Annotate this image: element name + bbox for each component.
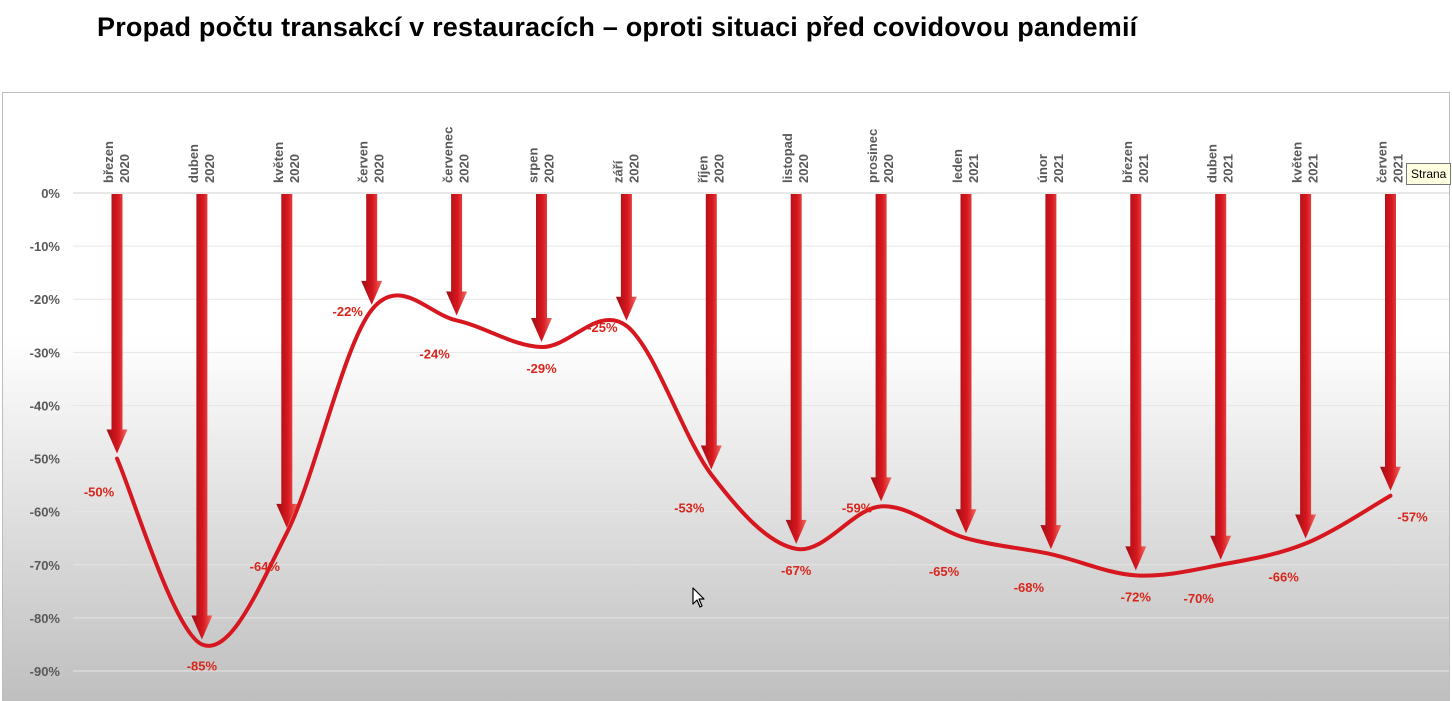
y-tick-label: -70% — [30, 558, 61, 573]
data-label: -53% — [674, 500, 705, 515]
data-label: -29% — [526, 361, 557, 376]
x-tick-year: 2020 — [881, 154, 896, 183]
data-label: -22% — [333, 304, 364, 319]
y-tick-label: -30% — [30, 345, 61, 360]
x-tick-year: 2020 — [117, 154, 132, 183]
y-tick-label: -50% — [30, 452, 61, 467]
x-category-label: červen 2021 — [1375, 141, 1406, 183]
arrow-marker — [955, 194, 977, 534]
data-label: -25% — [587, 320, 618, 335]
y-tick-label: -20% — [30, 292, 61, 307]
chart-plot: 0% -10% -20% -30% -40% -50% -60% -70% -80% -90% -… — [30, 127, 1449, 679]
x-tick-year: 2021 — [1221, 154, 1236, 183]
x-tick-month: duben — [186, 144, 201, 183]
arrow-marker — [1040, 194, 1062, 550]
arrow-marker — [276, 194, 298, 528]
x-tick-month: únor — [1035, 154, 1050, 183]
arrow-marker — [1210, 194, 1232, 560]
x-tick-year: 2021 — [1391, 154, 1406, 183]
data-label: -64% — [250, 559, 281, 574]
data-label: -24% — [419, 346, 450, 361]
x-tick-month: březen — [1120, 141, 1135, 183]
y-tick-label: -10% — [30, 239, 61, 254]
series-line — [115, 293, 1393, 648]
x-category-label: duben 2020 — [186, 144, 217, 183]
x-tick-month: srpen — [526, 148, 541, 183]
x-category-label: březen 2021 — [1120, 141, 1151, 183]
arrow-marker — [1125, 194, 1147, 571]
x-tick-year: 2020 — [542, 154, 557, 183]
y-tick-label: -60% — [30, 505, 61, 520]
x-category-label: květen 2020 — [271, 142, 302, 183]
x-category-label: září 2020 — [610, 154, 641, 183]
data-label: -57% — [1397, 510, 1428, 525]
x-category-label: leden 2021 — [950, 149, 981, 183]
data-label: -70% — [1184, 591, 1215, 606]
x-tick-month: duben — [1205, 144, 1220, 183]
x-tick-year: 2020 — [202, 154, 217, 183]
x-category-label: červen 2020 — [356, 141, 387, 183]
arrow-marker — [785, 194, 807, 544]
x-category-label: červenec 2020 — [441, 127, 472, 183]
x-tick-year: 2021 — [1051, 154, 1066, 183]
x-tick-month: červenec — [441, 127, 456, 183]
x-tick-year: 2021 — [1136, 154, 1151, 183]
x-tick-year: 2020 — [796, 154, 811, 183]
x-category-label: únor 2021 — [1035, 154, 1066, 183]
x-category-label: říjen 2020 — [695, 154, 726, 183]
mouse-cursor-icon — [692, 587, 705, 608]
tooltip: Strana — [1406, 163, 1452, 185]
x-tick-month: červen — [1375, 141, 1390, 183]
data-label: -72% — [1121, 589, 1152, 604]
x-category-label: duben 2021 — [1205, 144, 1236, 183]
x-tick-month: říjen — [695, 155, 710, 183]
y-tick-label: -90% — [30, 664, 61, 679]
x-category-label: prosinec 2020 — [865, 129, 896, 183]
y-tick-label: 0% — [41, 186, 60, 201]
data-label: -68% — [1014, 580, 1045, 595]
arrow-marker — [1295, 194, 1317, 539]
x-tick-month: září — [610, 160, 625, 183]
x-tick-year: 2021 — [1306, 154, 1321, 183]
arrow-marker — [615, 194, 637, 321]
data-label: -59% — [842, 500, 873, 515]
arrow-marker — [870, 194, 892, 502]
x-category-label: srpen 2020 — [526, 148, 557, 183]
x-tick-month: prosinec — [865, 129, 880, 183]
y-tick-label: -80% — [30, 611, 61, 626]
x-tick-month: červen — [356, 141, 371, 183]
x-tick-month: květen — [1290, 142, 1305, 183]
data-label: -66% — [1268, 570, 1299, 585]
data-label: -67% — [781, 563, 812, 578]
arrow-marker — [106, 194, 128, 454]
data-label: -65% — [929, 564, 960, 579]
x-category-label: březen 2020 — [101, 141, 132, 183]
x-tick-month: květen — [271, 142, 286, 183]
arrow-marker — [361, 194, 383, 305]
x-category-label: květen 2021 — [1290, 142, 1321, 183]
x-tick-month: březen — [101, 141, 116, 183]
chart-area: 0% -10% -20% -30% -40% -50% -60% -70% -80% -90% -… — [2, 92, 1450, 701]
y-tick-label: -40% — [30, 398, 61, 413]
x-tick-year: 2021 — [966, 154, 981, 183]
x-tick-year: 2020 — [457, 154, 472, 183]
x-tick-month: listopad — [780, 133, 795, 183]
x-tick-year: 2020 — [372, 154, 387, 183]
arrow-marker — [446, 194, 468, 316]
x-tick-year: 2020 — [626, 154, 641, 183]
x-tick-year: 2020 — [711, 154, 726, 183]
arrow-marker — [191, 194, 213, 640]
data-label: -85% — [187, 658, 218, 673]
arrow-marker — [1380, 194, 1401, 491]
x-tick-month: leden — [950, 149, 965, 183]
data-label: -50% — [84, 485, 115, 500]
arrow-marker — [531, 194, 552, 343]
arrow-marker — [700, 194, 722, 470]
x-tick-year: 2020 — [287, 154, 302, 183]
x-category-label: listopad 2020 — [780, 133, 811, 183]
chart-title: Propad počtu transakcí v restauracích – … — [97, 12, 1138, 42]
